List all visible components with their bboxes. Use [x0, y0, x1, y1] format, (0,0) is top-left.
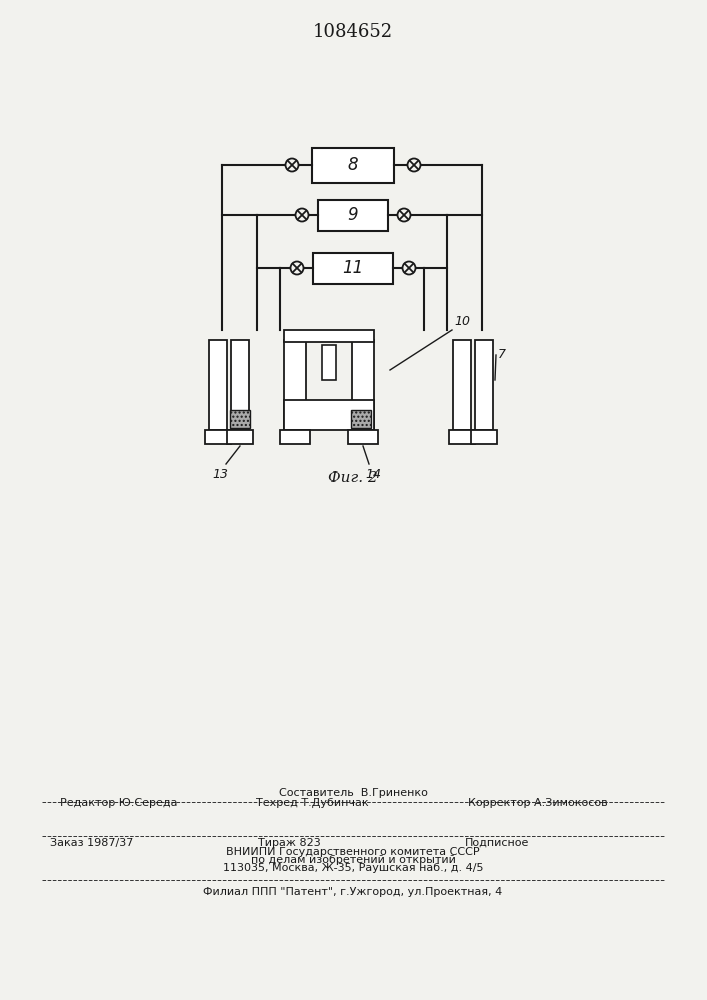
Bar: [312, 147, 394, 182]
Text: Заказ 1987/37: Заказ 1987/37: [50, 838, 134, 848]
Circle shape: [407, 158, 421, 172]
Bar: [284, 330, 374, 342]
Bar: [351, 410, 371, 428]
Circle shape: [402, 261, 416, 274]
Circle shape: [296, 209, 308, 222]
Bar: [352, 340, 374, 430]
Text: 14: 14: [365, 468, 381, 481]
Text: Фиг. 2: Фиг. 2: [328, 471, 378, 485]
Bar: [348, 430, 378, 444]
Text: Филиал ППП "Патент", г.Ужгород, ул.Проектная, 4: Филиал ППП "Патент", г.Ужгород, ул.Проек…: [204, 887, 503, 897]
Bar: [209, 340, 227, 430]
Bar: [231, 340, 249, 430]
Bar: [471, 430, 497, 444]
Bar: [284, 340, 306, 430]
Text: 11: 11: [342, 259, 363, 277]
Bar: [453, 340, 471, 430]
Text: ВНИИПИ Государственного комитета СССР: ВНИИПИ Государственного комитета СССР: [226, 847, 480, 857]
Circle shape: [397, 209, 411, 222]
Bar: [475, 340, 493, 430]
Text: 1084652: 1084652: [313, 23, 393, 41]
Bar: [280, 430, 310, 444]
Bar: [318, 200, 388, 231]
Circle shape: [291, 261, 303, 274]
Text: 9: 9: [348, 206, 358, 224]
Text: Тираж 823: Тираж 823: [258, 838, 321, 848]
Text: 8: 8: [348, 156, 358, 174]
Text: Техред Т.Дубинчак: Техред Т.Дубинчак: [256, 798, 368, 808]
Text: Редактор Ю.Середа: Редактор Ю.Середа: [60, 798, 177, 808]
Text: 13: 13: [212, 468, 228, 481]
Text: 7: 7: [498, 349, 506, 361]
Circle shape: [286, 158, 298, 172]
Text: Корректор А.Зимокосов: Корректор А.Зимокосов: [468, 798, 607, 808]
Bar: [322, 345, 336, 380]
Text: 113035, Москва, Ж-35, Раушская наб., д. 4/5: 113035, Москва, Ж-35, Раушская наб., д. …: [223, 863, 484, 873]
Text: Составитель  В.Гриненко: Составитель В.Гриненко: [279, 788, 428, 798]
Bar: [449, 430, 475, 444]
Bar: [313, 252, 393, 284]
Bar: [205, 430, 231, 444]
Text: Подписное: Подписное: [465, 838, 530, 848]
Bar: [230, 410, 250, 428]
Bar: [227, 430, 253, 444]
Text: 10: 10: [454, 315, 470, 328]
Bar: [284, 400, 374, 430]
Text: по делам изобретений и открытий: по делам изобретений и открытий: [250, 855, 455, 865]
